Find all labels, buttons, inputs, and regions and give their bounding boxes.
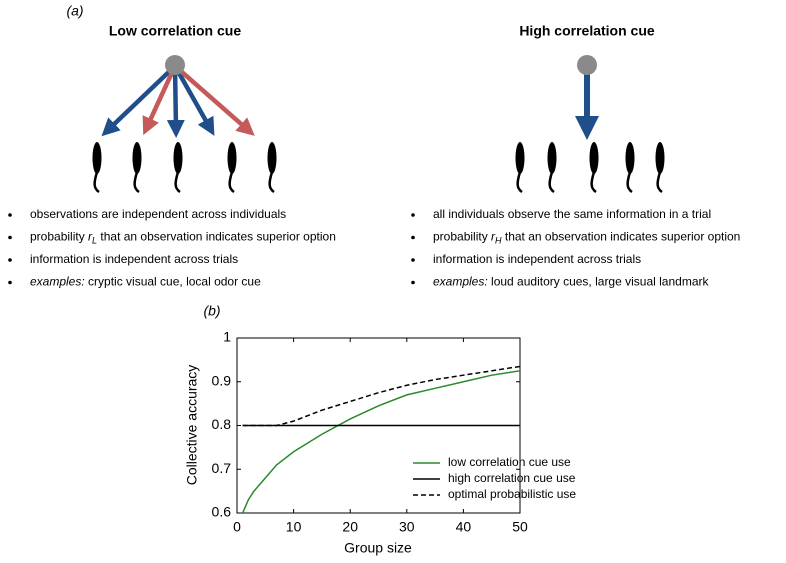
legend-label: high correlation cue use: [448, 471, 576, 485]
text-segment: examples:: [30, 275, 85, 289]
bullet-text: information is independent across trials: [30, 252, 238, 266]
text-segment: H: [495, 236, 502, 246]
text-segment: information is independent across trials: [433, 252, 641, 266]
x-tick-label: 10: [286, 519, 302, 535]
panel-label: (a): [66, 3, 83, 19]
bullet-text: all individuals observe the same informa…: [433, 207, 711, 221]
x-axis-label: Group size: [344, 540, 412, 556]
bullet-marker: [411, 280, 415, 285]
chart: (b) Group size Collective accuracy 0.6 0.…: [184, 303, 577, 556]
text-segment: all individuals observe the same informa…: [433, 207, 711, 221]
text-segment: r: [491, 230, 496, 244]
text-segment: L: [92, 236, 97, 246]
text-segment: observations are independent across indi…: [30, 207, 286, 221]
text-segment: that an observation indicates superior o…: [97, 230, 336, 244]
text-segment: information is independent across trials: [30, 252, 238, 266]
bullet-text: information is independent across trials: [433, 252, 641, 266]
series-line: [241, 370, 521, 514]
bullet-lists: observations are independent across indi…: [8, 207, 740, 289]
x-tick-label: 40: [456, 519, 472, 535]
bullet-marker: [411, 213, 415, 217]
x-tick-label: 50: [512, 519, 528, 535]
y-tick-label: 0.9: [212, 372, 232, 388]
high-diagram: [514, 55, 666, 194]
series-line: [242, 365, 521, 427]
y-tick-label: 0.6: [212, 504, 232, 520]
panel-label: (b): [203, 303, 220, 319]
text-segment: probability: [433, 230, 491, 244]
bullet-marker: [8, 258, 12, 262]
bullet-text: examples: loud auditory cues, large visu…: [433, 275, 709, 289]
panel-title: Low correlation cue: [109, 23, 241, 39]
bullet-text: probability rH that an observation indic…: [433, 230, 740, 246]
bullet-marker: [8, 235, 12, 240]
bullet-marker: [411, 235, 415, 240]
panel-title: High correlation cue: [519, 23, 655, 39]
bullet-marker: [8, 213, 12, 217]
x-tick-label: 30: [399, 519, 415, 535]
text-segment: that an observation indicates superior o…: [502, 230, 741, 244]
text-segment: probability: [30, 230, 88, 244]
y-tick-label: 0.8: [212, 416, 232, 432]
y-tick-label: 1: [223, 329, 231, 345]
text-segment: loud auditory cues, large visual landmar…: [488, 275, 710, 289]
y-axis-label: Collective accuracy: [184, 365, 200, 486]
text-segment: examples:: [433, 275, 488, 289]
bullet-text: examples: cryptic visual cue, local odor…: [30, 275, 261, 289]
bullet-marker: [8, 280, 12, 285]
low-diagram: [91, 55, 278, 194]
y-tick-label: 0.7: [212, 460, 232, 476]
text-segment: cryptic visual cue, local odor cue: [85, 275, 261, 289]
legend-label: optimal probabilistic use: [448, 487, 576, 501]
x-tick-label: 20: [342, 519, 358, 535]
text-segment: r: [88, 230, 93, 244]
legend-label: low correlation cue use: [448, 455, 571, 469]
bullet-marker: [411, 258, 415, 262]
x-tick-label: 0: [233, 519, 241, 535]
bullet-text: observations are independent across indi…: [30, 207, 286, 221]
bullet-text: probability rL that an observation indic…: [30, 230, 336, 246]
